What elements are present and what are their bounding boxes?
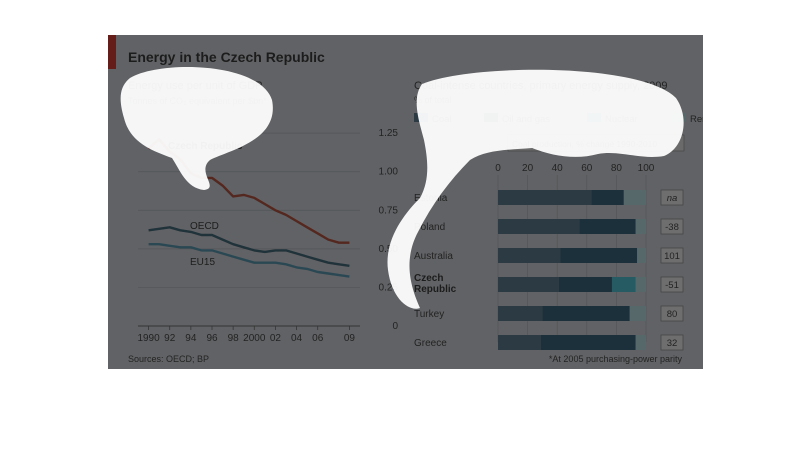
header-accent-bar bbox=[108, 35, 116, 69]
bar-turkey-coal bbox=[498, 306, 543, 321]
side-value: 80 bbox=[667, 309, 678, 320]
footer-sources: Sources: OECD; BP bbox=[128, 354, 209, 364]
bar-czech-republic-oil-and-gas bbox=[558, 277, 612, 292]
bar-chart-legend: Coal Oil and gas Nuclear Renewable bbox=[414, 113, 703, 125]
line-chart-x-ticks: 1990 92 94 96 98 2000 02 04 06 09 bbox=[137, 326, 355, 344]
bar-poland-renewable bbox=[635, 219, 646, 234]
category-label: Greece bbox=[414, 338, 447, 349]
line-chart-x-tick-label: 98 bbox=[228, 333, 240, 344]
bar-chart-x-tick-label: 20 bbox=[522, 163, 534, 174]
line-chart-subtitle: Tonnes of CO₂ equivalent per $bn* bbox=[128, 96, 267, 106]
bar-czech-republic-renewable bbox=[635, 277, 646, 292]
line-chart-y-tick-label: 1.25 bbox=[379, 128, 399, 139]
bar-estonia-renewable bbox=[623, 190, 646, 205]
line-chart-y-tick-label: 0.50 bbox=[379, 244, 399, 255]
category-label: Australia bbox=[414, 251, 453, 262]
side-value: -38 bbox=[665, 222, 679, 233]
line-chart-x-tick-label: 04 bbox=[291, 333, 303, 344]
chart-panel: Energy in the Czech Republic Energy use … bbox=[108, 35, 703, 369]
category-label-czech-republic: Czech bbox=[414, 273, 443, 284]
bar-chart-x-tick-label: 60 bbox=[581, 163, 593, 174]
series-line-czech-republic bbox=[147, 138, 350, 244]
footer-note: *At 2005 purchasing-power parity bbox=[549, 354, 683, 364]
side-panel-values: na -38 101 -51 80 32 bbox=[660, 189, 684, 351]
line-chart-x-tick-label: 02 bbox=[270, 333, 282, 344]
bar-greece-renewable bbox=[635, 335, 646, 350]
bar-greece-oil-and-gas bbox=[540, 335, 636, 350]
line-chart-y-tick-label: 0 bbox=[392, 321, 398, 332]
bar-czech-republic-coal bbox=[498, 277, 559, 292]
series-label-czech-republic: Czech Republic bbox=[168, 141, 243, 152]
legend-label-coal: Coal bbox=[432, 114, 452, 125]
category-label: Turkey bbox=[414, 309, 444, 320]
bar-czech-republic-nuclear bbox=[611, 277, 636, 292]
bar-chart-bars bbox=[498, 190, 646, 350]
bar-australia-oil-and-gas bbox=[560, 248, 638, 263]
series-label-eu15: EU15 bbox=[190, 257, 215, 268]
category-label-czech-republic: Republic bbox=[414, 284, 457, 295]
legend-swatch-renewable bbox=[672, 113, 686, 122]
bar-turkey-renewable bbox=[629, 306, 646, 321]
bar-australia-renewable bbox=[637, 248, 646, 263]
bar-chart-x-ticks: 0 20 40 60 80 100 bbox=[495, 163, 655, 174]
line-chart-x-tick-label: 92 bbox=[164, 333, 176, 344]
legend-label-nuclear: Nuclear bbox=[605, 114, 638, 125]
line-chart-x-tick-label: 94 bbox=[185, 333, 197, 344]
line-chart-x-tick-label: 2000 bbox=[243, 333, 266, 344]
legend-label-renewable: Renewable bbox=[690, 114, 703, 125]
side-panel-title: Coal production, % change 1990-2010 bbox=[512, 139, 657, 149]
side-value: na bbox=[667, 193, 678, 204]
line-chart-y-tick-label: 0.25 bbox=[379, 282, 399, 293]
bar-poland-oil-and-gas bbox=[579, 219, 636, 234]
bar-chart-x-tick-label: 40 bbox=[552, 163, 564, 174]
bar-chart-subtitle: % of total bbox=[414, 95, 452, 105]
line-chart-x-tick-label: 1990 bbox=[137, 333, 160, 344]
bar-turkey-oil-and-gas bbox=[542, 306, 630, 321]
bar-chart-x-tick-label: 0 bbox=[495, 163, 501, 174]
chart-header-title: Energy in the Czech Republic bbox=[128, 49, 325, 65]
bar-chart-x-tick-label: 80 bbox=[611, 163, 623, 174]
bar-estonia-oil-and-gas bbox=[591, 190, 624, 205]
line-chart-x-tick-label: 09 bbox=[344, 333, 356, 344]
bar-poland-coal bbox=[498, 219, 580, 234]
line-chart-y-ticks: 0 0.25 0.50 0.75 1.00 1.25 bbox=[379, 128, 399, 332]
category-label: Estonia bbox=[414, 193, 448, 204]
bar-australia-coal bbox=[498, 248, 561, 263]
side-value: 101 bbox=[664, 251, 680, 262]
side-value: 32 bbox=[667, 338, 678, 349]
legend-label-oil-and-gas: Oil and gas bbox=[502, 114, 550, 125]
legend-swatch-nuclear bbox=[587, 113, 601, 122]
bar-greece-coal bbox=[498, 335, 541, 350]
line-chart-title: Energy use per unit of GDP bbox=[128, 80, 263, 92]
series-label-oecd: OECD bbox=[190, 221, 219, 232]
line-chart-x-tick-label: 06 bbox=[312, 333, 324, 344]
category-label: Poland bbox=[414, 222, 445, 233]
legend-swatch-coal bbox=[414, 113, 428, 122]
bar-chart-title: Coal-intense countries, primary energy s… bbox=[414, 80, 668, 92]
line-chart-y-tick-label: 0.75 bbox=[379, 205, 399, 216]
side-value: -51 bbox=[665, 280, 679, 291]
line-chart-series bbox=[147, 138, 350, 278]
line-chart-x-tick-label: 96 bbox=[206, 333, 218, 344]
line-chart-y-tick-label: 1.00 bbox=[379, 167, 399, 178]
bar-estonia-coal bbox=[498, 190, 592, 205]
bar-chart-x-tick-label: 100 bbox=[638, 163, 655, 174]
chart-canvas: Energy in the Czech Republic Energy use … bbox=[108, 35, 703, 364]
legend-swatch-oil-and-gas bbox=[484, 113, 498, 122]
line-chart-grid bbox=[138, 132, 360, 327]
